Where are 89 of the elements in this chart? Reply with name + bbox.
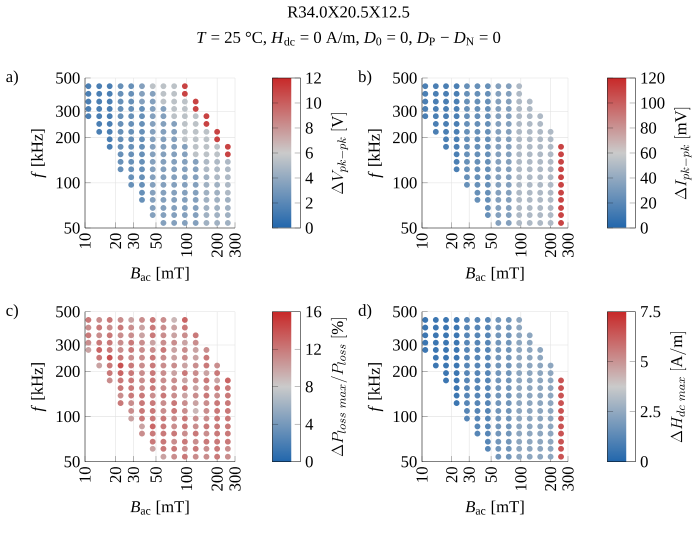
y-tick-label: 50 (64, 222, 80, 234)
text: d) (358, 304, 372, 320)
y-axis-title: f [kHz] (30, 363, 46, 412)
y-tick-label: 100 (56, 177, 80, 188)
color-bar-label: 60 (640, 147, 656, 159)
text: c) (6, 304, 18, 320)
y-tick-label: 50 (402, 222, 417, 234)
y-tick-label: 500 (393, 306, 417, 318)
color-bar-label: 80 (640, 122, 656, 134)
color-bar-label: 100 (642, 97, 664, 109)
color-bar-label: 5 (641, 356, 648, 368)
color-bar-label: 10 (306, 97, 322, 109)
y-tick-label: 300 (56, 106, 80, 117)
x-tick-label: 10 (416, 467, 428, 482)
x-tick-label: 50 (485, 467, 497, 482)
x-tick-label: 300 (562, 467, 574, 491)
x-tick-label: 50 (150, 467, 162, 482)
x-tick-label: 30 (464, 467, 475, 482)
y-tick-label: 50 (402, 456, 417, 468)
x-tick-label: 300 (229, 233, 241, 257)
y-tick-label: 100 (394, 177, 417, 188)
y-tick-label: 100 (56, 410, 80, 422)
color-bar-label: 8 (306, 381, 313, 392)
y-axis-title: f [kHz] (368, 363, 384, 412)
text: R34.0X20.5X12.5 (288, 6, 410, 18)
text: a) (6, 70, 18, 86)
y-tick-label: 200 (56, 132, 80, 144)
y-tick-label: 300 (56, 339, 80, 351)
x-axis-title: B$_{ac}$ [mT] (465, 500, 524, 515)
x-tick-label: 30 (128, 467, 140, 482)
y-tick-label: 500 (393, 72, 417, 84)
color-bar-title: $\Delta V_{pk-pk}\ [\mathrm{V}]$ (330, 113, 348, 194)
x-tick-label: 30 (128, 233, 140, 249)
color-bar-label: 40 (640, 172, 656, 184)
x-tick-label: 100 (180, 233, 192, 256)
y-tick-label: 300 (393, 339, 417, 351)
x-tick-label: 50 (485, 233, 497, 248)
color-bar-label: 4 (305, 418, 314, 430)
y-tick-label: 200 (393, 132, 417, 144)
color-bar-label: 0 (640, 456, 648, 468)
color-bar-label: 0 (640, 222, 648, 234)
color-bar-label: 0 (306, 456, 313, 468)
text: T = 25 °C, H$_{dc}$ = 0 A/m, D$_{0}$ = 0, D$_{P}$ − D$_{N}$ = 0 (197, 32, 500, 46)
x-tick-label: 100 (180, 467, 192, 490)
color-bar-label: 12 (306, 344, 321, 355)
color-bar-label: 0 (306, 222, 313, 234)
color-bar-label: 2 (306, 197, 313, 209)
y-axis-title: f [kHz] (30, 129, 46, 178)
x-tick-label: 20 (110, 467, 122, 482)
x-tick-label: 10 (416, 233, 428, 248)
y-tick-label: 300 (393, 106, 417, 117)
x-tick-label: 10 (79, 467, 91, 482)
x-axis-title: B$_{ac}$ [mT] (130, 266, 189, 281)
x-tick-label: 200 (544, 233, 556, 257)
color-bar-label: 7.5 (641, 306, 660, 318)
y-axis-title: f [kHz] (368, 129, 384, 178)
color-bar-label: 4 (305, 172, 314, 184)
x-tick-label: 20 (446, 233, 458, 249)
color-bar-label: 120 (642, 72, 664, 84)
x-tick-label: 30 (464, 233, 475, 249)
color-bar-label: 16 (306, 306, 322, 318)
color-bar-title: $\Delta I_{pk-pk}\ [\mathrm{mV}]$ (674, 108, 692, 200)
y-tick-label: 500 (56, 72, 80, 84)
color-bar-title: $\Delta P_{loss\ max}/P_{loss}\ [\%]$ (330, 318, 347, 456)
y-tick-label: 100 (394, 410, 417, 422)
y-tick-label: 200 (393, 366, 417, 378)
x-tick-label: 300 (562, 233, 574, 257)
text: b) (358, 70, 372, 86)
x-tick-label: 20 (446, 467, 458, 482)
x-tick-label: 100 (515, 233, 526, 256)
y-tick-label: 200 (56, 366, 80, 378)
color-bar-label: 12 (306, 72, 321, 84)
x-tick-label: 200 (544, 467, 556, 491)
x-axis-title: B$_{ac}$ [mT] (130, 500, 189, 515)
color-bar-title: $\Delta H_{dc\ max}\ [\mathrm{A/m}]$ (670, 332, 686, 442)
x-tick-label: 20 (110, 233, 122, 249)
color-bar-label: 6 (306, 147, 313, 159)
y-tick-label: 500 (56, 306, 80, 318)
y-tick-label: 50 (64, 456, 80, 468)
x-tick-label: 200 (212, 233, 223, 257)
x-tick-label: 10 (79, 233, 91, 248)
color-bar-label: 8 (306, 122, 313, 134)
x-tick-label: 50 (150, 233, 162, 248)
x-axis-title: B$_{ac}$ [mT] (465, 266, 524, 281)
x-tick-label: 200 (212, 467, 223, 491)
color-bar-label: 20 (640, 197, 656, 209)
x-tick-label: 300 (229, 467, 241, 491)
x-tick-label: 100 (515, 467, 526, 490)
color-bar-label: 2.5 (640, 406, 660, 418)
